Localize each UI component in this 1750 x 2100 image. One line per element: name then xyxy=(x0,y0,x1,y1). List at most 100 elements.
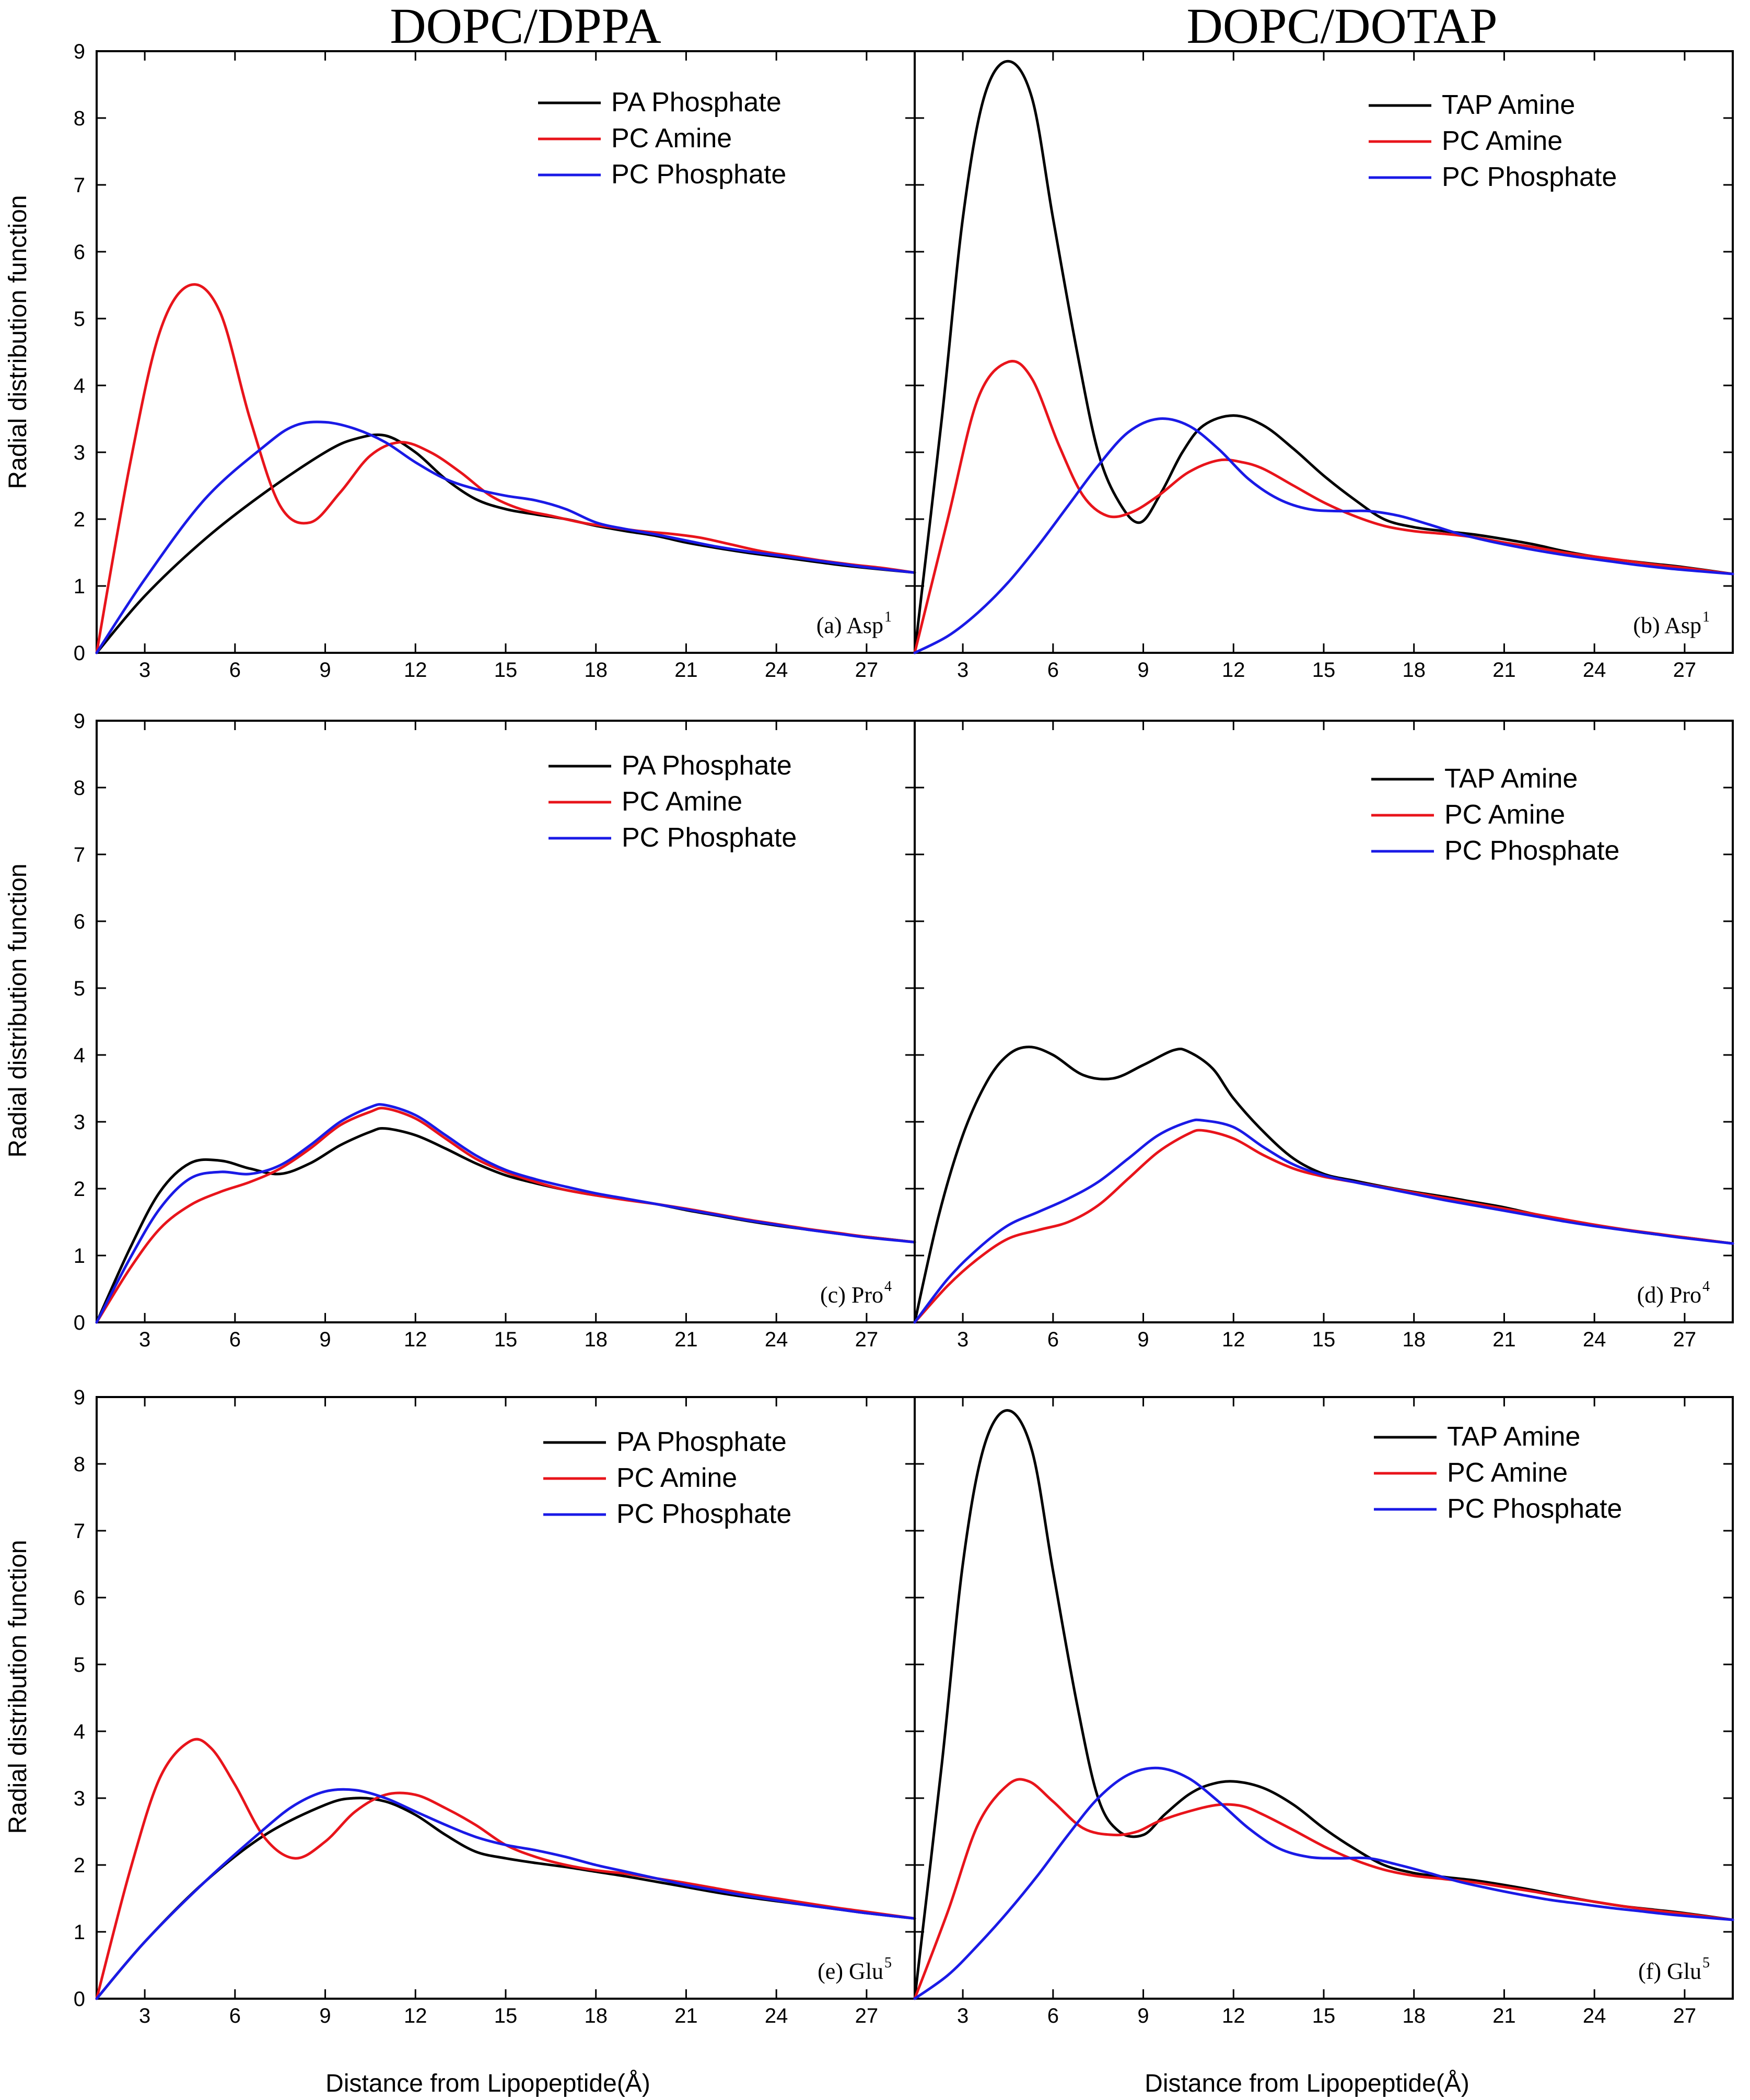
legend-entry: PA Phosphate xyxy=(616,1427,787,1457)
x-tick-label: 18 xyxy=(1402,659,1426,682)
x-tick-label: 15 xyxy=(1312,659,1336,682)
x-tick-label: 12 xyxy=(1222,659,1245,682)
series-line-pa-phosphate xyxy=(95,433,916,654)
panel-label-superscript: 5 xyxy=(884,1955,892,1971)
x-tick-label: 6 xyxy=(1047,1328,1059,1351)
x-tick-label: 15 xyxy=(494,2004,518,2027)
y-tick-label: 9 xyxy=(74,710,85,733)
series-line-pc-phosphate xyxy=(913,1118,1734,1324)
series-line-pa-phosphate xyxy=(95,1797,916,2000)
panel-label: (b) Asp xyxy=(1633,613,1701,638)
x-tick-label: 12 xyxy=(1222,1328,1245,1351)
x-tick-label: 27 xyxy=(1673,1328,1697,1351)
x-tick-label: 27 xyxy=(855,2004,879,2027)
column-title-left: DOPC/DPPA xyxy=(390,0,661,54)
y-tick-label: 8 xyxy=(74,107,85,130)
y-tick-label: 2 xyxy=(74,508,85,531)
series-line-pc-amine xyxy=(913,360,1734,654)
legend-entry: PC Phosphate xyxy=(611,159,786,190)
x-tick-label: 9 xyxy=(319,1328,331,1351)
x-tick-label: 15 xyxy=(1312,1328,1336,1351)
legend-entry: PC Amine xyxy=(616,1463,737,1493)
x-tick-label: 9 xyxy=(1137,659,1149,682)
series-line-pc-amine xyxy=(913,1129,1734,1324)
legend-entry: TAP Amine xyxy=(1442,90,1575,120)
series-line-tap-amine xyxy=(913,60,1734,654)
x-tick-label: 15 xyxy=(1312,2004,1336,2027)
y-tick-label: 3 xyxy=(74,1111,85,1134)
series-line-pc-phosphate xyxy=(913,1766,1734,2000)
panel-label: (d) Pro xyxy=(1637,1282,1701,1308)
y-tick-label: 1 xyxy=(74,1921,85,1944)
plot-frame xyxy=(96,1396,916,2000)
panel-label: (c) Pro xyxy=(820,1282,883,1308)
y-tick-label: 5 xyxy=(74,1653,85,1676)
plot-frame xyxy=(96,50,916,654)
x-tick-label: 21 xyxy=(1492,659,1516,682)
x-tick-label: 12 xyxy=(1222,2004,1245,2027)
y-tick-label: 7 xyxy=(74,1520,85,1543)
x-axis-label-right: Distance from Lipopeptide(Å) xyxy=(1145,2070,1469,2097)
x-axis-label-left: Distance from Lipopeptide(Å) xyxy=(325,2070,650,2097)
x-tick-label: 24 xyxy=(1583,659,1606,682)
y-tick-label: 2 xyxy=(74,1178,85,1201)
y-tick-label: 3 xyxy=(74,441,85,464)
y-tick-label: 0 xyxy=(74,1988,85,2011)
legend-entry: PC Phosphate xyxy=(1447,1494,1622,1524)
x-tick-label: 18 xyxy=(584,2004,608,2027)
legend-entry: PC Phosphate xyxy=(1444,836,1619,866)
series-line-pc-phosphate xyxy=(913,417,1734,654)
x-tick-label: 18 xyxy=(584,1328,608,1351)
x-tick-label: 9 xyxy=(319,2004,331,2027)
y-tick-label: 1 xyxy=(74,575,85,598)
legend-entry: PC Amine xyxy=(622,787,742,817)
legend-entry: PC Phosphate xyxy=(616,1499,791,1529)
x-tick-label: 6 xyxy=(229,2004,241,2027)
y-tick-label: 5 xyxy=(74,977,85,1000)
panel-label-superscript: 1 xyxy=(884,609,892,625)
x-tick-label: 6 xyxy=(1047,659,1059,682)
x-tick-label: 24 xyxy=(765,2004,788,2027)
x-tick-label: 21 xyxy=(674,1328,698,1351)
panel-4: 3 6 9 12 15 18 21 24 27 TAP Amine PC Amine PC Phosp… xyxy=(913,720,1734,1351)
legend-entry: PC Amine xyxy=(1444,800,1565,830)
plot-frame xyxy=(96,720,916,1323)
y-axis-label-top: Radial distribution function xyxy=(4,195,32,489)
x-tick-label: 27 xyxy=(855,659,879,682)
legend-entry: PA Phosphate xyxy=(622,750,792,781)
panel-6: 3 6 9 12 15 18 21 24 27 TAP Amine PC Amine PC Phosp… xyxy=(913,1396,1734,2027)
y-tick-label: 6 xyxy=(74,241,85,264)
x-tick-label: 24 xyxy=(1583,1328,1606,1351)
series-line-pc-phosphate xyxy=(95,1103,916,1324)
panel-label-superscript: 1 xyxy=(1702,609,1710,625)
legend-entry: TAP Amine xyxy=(1444,764,1578,794)
legend-entry: PA Phosphate xyxy=(611,87,781,118)
x-tick-label: 18 xyxy=(1402,1328,1426,1351)
x-tick-label: 3 xyxy=(957,2004,969,2027)
x-tick-label: 12 xyxy=(404,2004,427,2027)
y-tick-label: 9 xyxy=(74,40,85,63)
y-tick-label: 8 xyxy=(74,1453,85,1476)
series-line-pc-amine xyxy=(95,283,916,654)
plot-frame xyxy=(914,720,1734,1323)
x-tick-label: 21 xyxy=(674,659,698,682)
x-tick-label: 15 xyxy=(494,1328,518,1351)
x-tick-label: 3 xyxy=(139,659,150,682)
y-tick-label: 5 xyxy=(74,308,85,331)
y-tick-label: 6 xyxy=(74,1587,85,1610)
x-tick-label: 9 xyxy=(1137,1328,1149,1351)
x-tick-label: 27 xyxy=(855,1328,879,1351)
column-title-right: DOPC/DOTAP xyxy=(1186,0,1497,54)
legend-entry: PC Amine xyxy=(611,123,732,154)
y-tick-label: 4 xyxy=(74,1720,85,1743)
y-tick-label: 8 xyxy=(74,777,85,800)
x-tick-label: 27 xyxy=(1673,2004,1697,2027)
x-tick-label: 24 xyxy=(765,1328,788,1351)
y-tick-label: 9 xyxy=(74,1386,85,1409)
x-tick-label: 18 xyxy=(1402,2004,1426,2027)
